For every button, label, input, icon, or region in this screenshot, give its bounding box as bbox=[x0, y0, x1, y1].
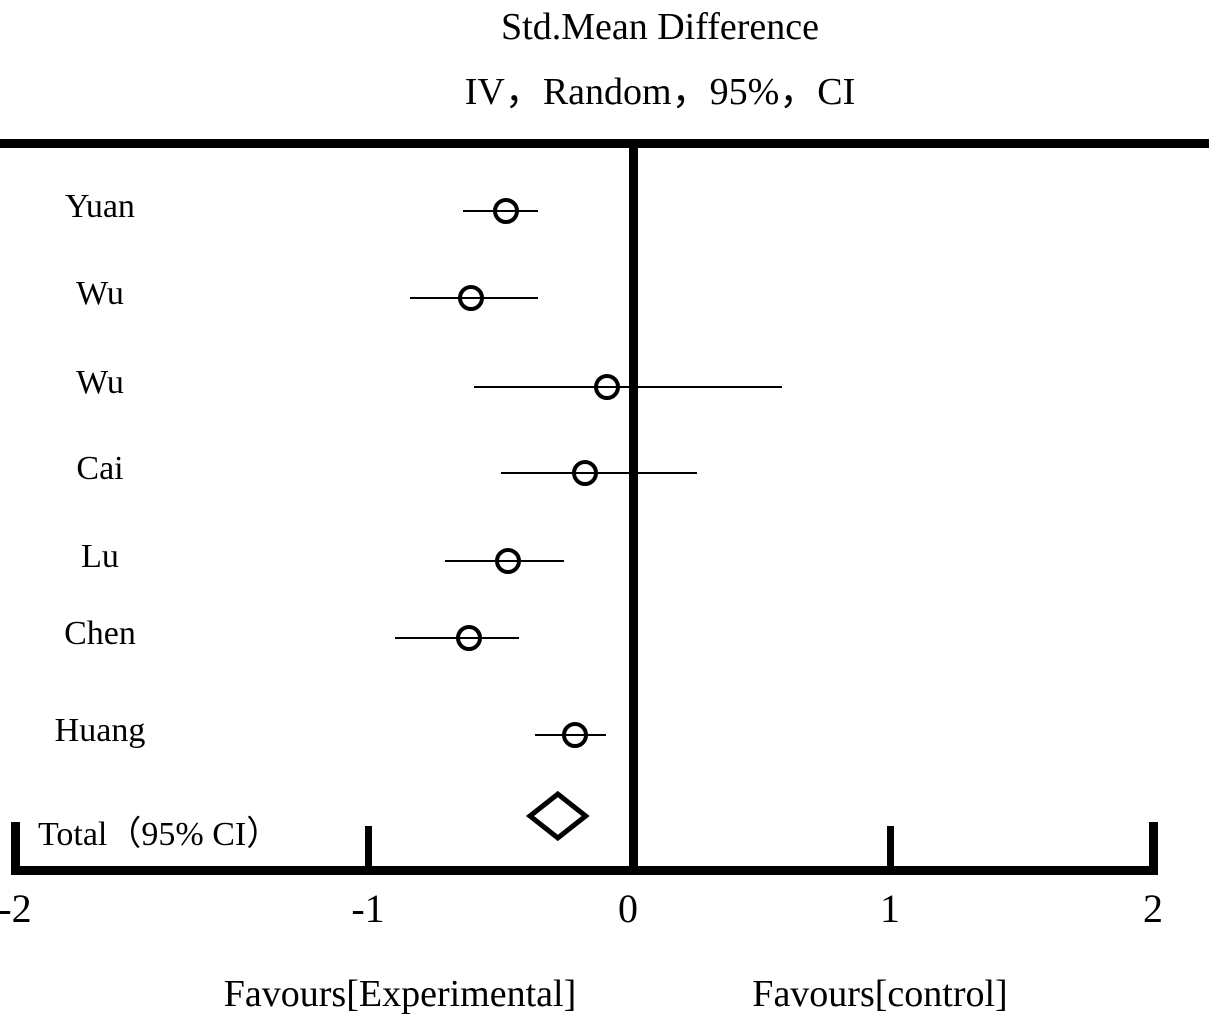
estimate-circle-marker bbox=[593, 374, 620, 400]
estimate-circle-marker bbox=[492, 198, 519, 224]
study-label: Lu bbox=[81, 538, 119, 575]
estimate-circle-marker bbox=[458, 285, 485, 311]
x-axis-tick-mark bbox=[886, 826, 894, 870]
estimate-circle-marker bbox=[495, 548, 522, 574]
study-label: Yuan bbox=[65, 188, 135, 225]
estimate-circle-marker bbox=[455, 625, 482, 651]
x-axis-tick-label: 1 bbox=[880, 886, 900, 931]
x-axis-tick-label: -2 bbox=[0, 886, 32, 931]
top-border-line bbox=[0, 139, 1209, 148]
study-label: Wu bbox=[76, 275, 124, 312]
total-diamond-marker bbox=[525, 790, 590, 842]
x-axis-tick-label: -1 bbox=[351, 886, 385, 931]
study-label: Huang bbox=[54, 712, 146, 749]
x-axis-tick-mark bbox=[1148, 822, 1158, 870]
chart-subtitle: IV，Random，95%，CI bbox=[464, 71, 856, 113]
estimate-circle-marker bbox=[561, 722, 588, 748]
favours-control-label: Favours[control] bbox=[752, 973, 1008, 1015]
study-label: Chen bbox=[64, 615, 136, 652]
confidence-interval-line bbox=[500, 472, 698, 474]
study-label: Cai bbox=[76, 450, 124, 487]
favours-experimental-label: Favours[Experimental] bbox=[223, 973, 577, 1015]
x-axis-tick-mark bbox=[364, 826, 372, 870]
study-label: Wu bbox=[76, 364, 124, 401]
x-axis-line bbox=[11, 866, 1158, 875]
x-axis-tick-mark bbox=[10, 822, 20, 870]
x-axis-tick-label: 0 bbox=[618, 886, 638, 931]
x-axis-tick-label: 2 bbox=[1143, 886, 1163, 931]
chart-title: Std.Mean Difference bbox=[501, 6, 819, 48]
zero-reference-line bbox=[629, 139, 638, 875]
confidence-interval-line bbox=[474, 386, 783, 388]
total-label: Total（95% CI） bbox=[38, 816, 281, 853]
estimate-circle-marker bbox=[572, 460, 599, 486]
